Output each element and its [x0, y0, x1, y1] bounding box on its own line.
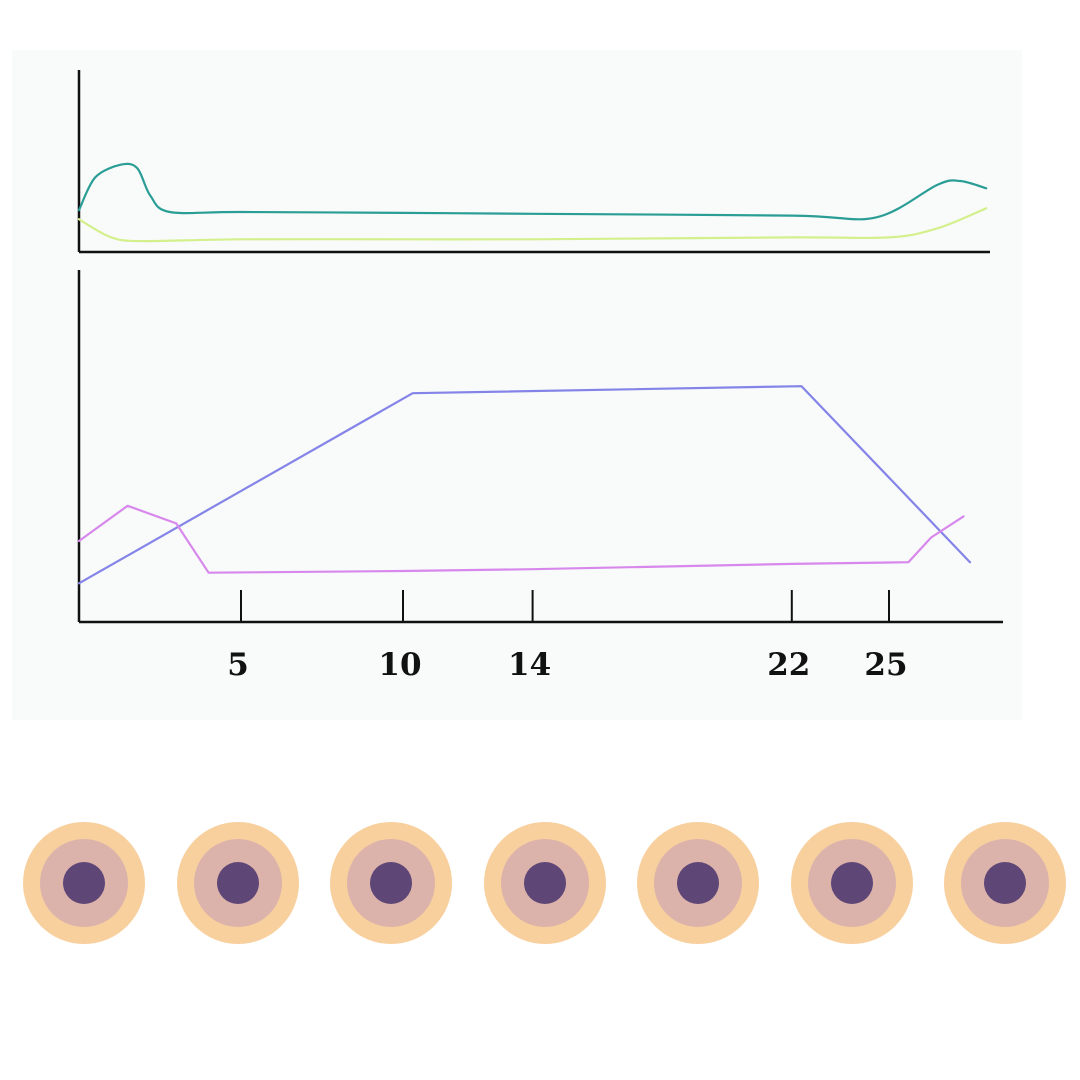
x-tick-label: 5 — [227, 647, 249, 683]
decorative-circle — [330, 822, 452, 944]
decorative-circle — [637, 822, 759, 944]
decorative-circle — [944, 822, 1066, 944]
series-line-2 — [77, 504, 965, 574]
decorative-circle-dot — [523, 862, 566, 904]
series-line-2 — [77, 207, 988, 243]
decorative-circle-dot — [216, 862, 259, 904]
decorative-circle-ring — [193, 839, 282, 927]
decorative-circle-dot — [984, 862, 1026, 904]
decorative-circle-ring — [40, 839, 128, 927]
decorative-circle-dot — [830, 862, 873, 904]
chart-panel — [12, 50, 1022, 720]
top-chart — [77, 70, 990, 254]
decorative-circle-dot — [370, 862, 412, 904]
series-line-1 — [77, 162, 988, 221]
decorative-circle-ring — [500, 839, 589, 927]
decorative-circle — [790, 822, 913, 944]
decorative-circle — [23, 822, 145, 944]
bottom-chart: 5 10 14 22 25 — [77, 270, 1003, 683]
decorative-circle-ring — [961, 839, 1049, 927]
decorative-circles-row — [23, 822, 1068, 944]
x-tick-label: 10 — [378, 647, 421, 683]
decorative-circle-ring — [347, 839, 435, 927]
decorative-circle-ring — [807, 839, 896, 927]
decorative-circle — [176, 822, 299, 944]
x-tick-label: 25 — [864, 647, 907, 683]
decorative-circle-dot — [63, 862, 105, 904]
series-line-1 — [77, 385, 972, 585]
decorative-circle-dot — [677, 862, 719, 904]
decorative-circle — [483, 822, 606, 944]
x-tick-label: 14 — [508, 647, 551, 683]
decorative-circle-ring — [654, 839, 742, 927]
x-tick-label: 22 — [767, 647, 810, 683]
